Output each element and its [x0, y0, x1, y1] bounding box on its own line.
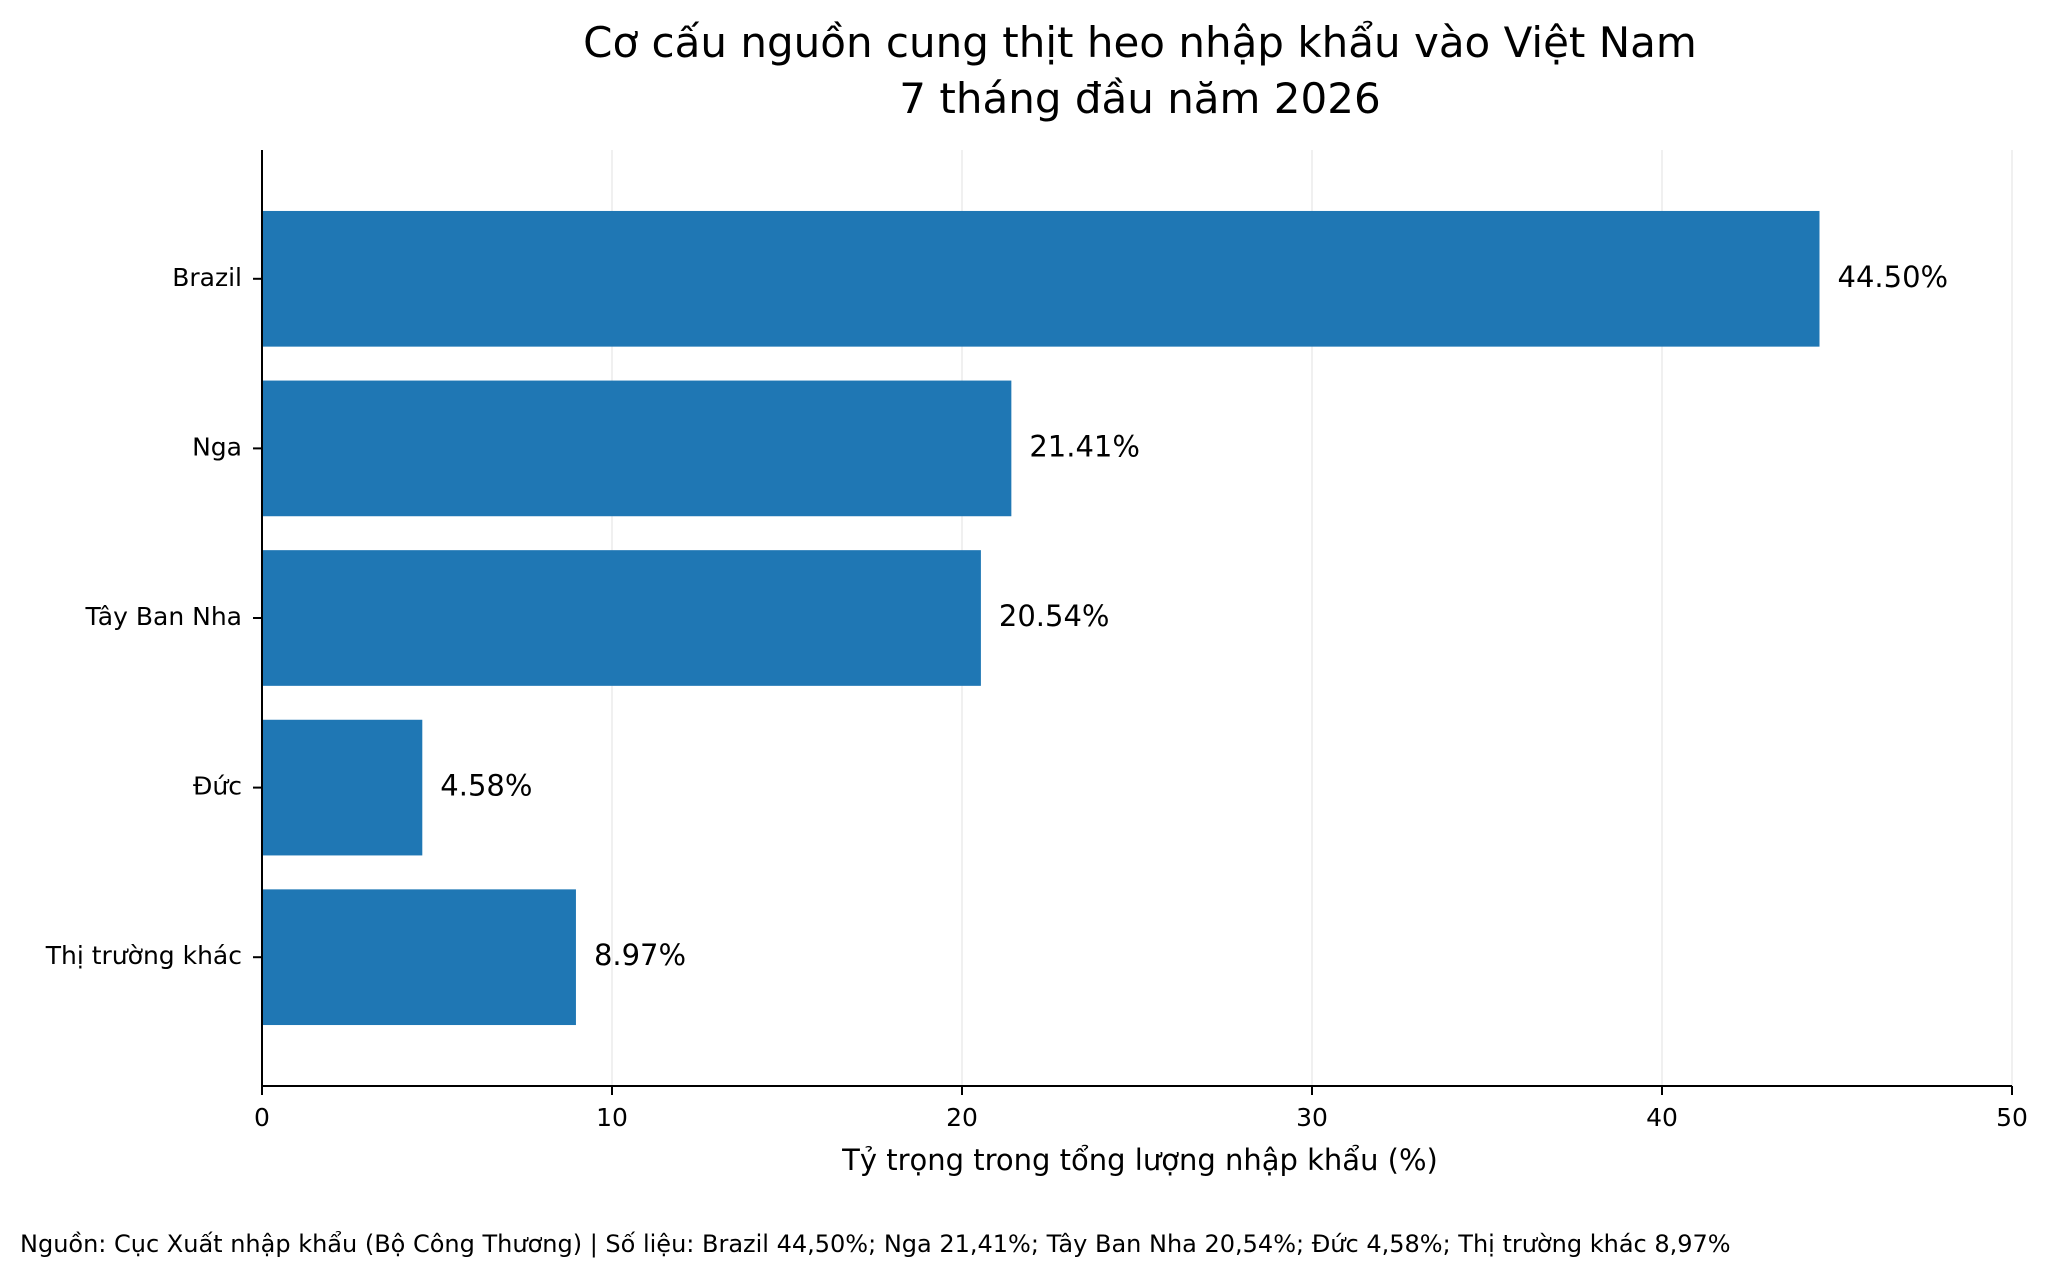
x-tick-label-2: 20: [946, 1103, 978, 1132]
x-tick-label-0: 0: [254, 1103, 270, 1132]
y-tick-label-1: Nga: [192, 432, 242, 461]
bar-1: [262, 380, 1012, 517]
x-axis-label: Tỷ trọng trong tổng lượng nhập khẩu (%): [841, 1143, 1438, 1177]
data-label-3: 4.58%: [440, 769, 532, 803]
data-label-2: 20.54%: [999, 599, 1110, 633]
chart-title-line-1: Cơ cấu nguồn cung thịt heo nhập khẩu vào…: [583, 18, 1697, 67]
x-tick-label-3: 30: [1296, 1103, 1328, 1132]
data-label-1: 21.41%: [1029, 429, 1140, 463]
data-labels: 44.50% 21.41% 20.54% 4.58% 8.97%: [440, 260, 1948, 972]
bar-0: [262, 210, 1820, 347]
x-tick-label-5: 50: [1996, 1103, 2028, 1132]
bars: [262, 210, 1820, 1026]
y-tick-label-2: Tây Ban Nha: [84, 602, 242, 631]
x-tick-label-1: 10: [596, 1103, 628, 1132]
source-note: Nguồn: Cục Xuất nhập khẩu (Bộ Công Thươn…: [20, 1230, 1731, 1258]
y-tick-label-4: Thị trường khác: [45, 941, 242, 970]
data-label-4: 8.97%: [594, 938, 686, 972]
y-tick-label-3: Đức: [193, 772, 242, 801]
chart-title-line-2: 7 tháng đầu năm 2026: [899, 74, 1380, 123]
x-tick-label-4: 40: [1646, 1103, 1678, 1132]
axes: Brazil Nga Tây Ban Nha Đức Thị trường khác 0 1…: [45, 150, 2028, 1132]
y-tick-label-0: Brazil: [172, 263, 242, 292]
bar-3: [262, 719, 423, 856]
bar-2: [262, 550, 981, 686]
data-label-0: 44.50%: [1838, 260, 1949, 294]
bar-4: [262, 889, 576, 1026]
